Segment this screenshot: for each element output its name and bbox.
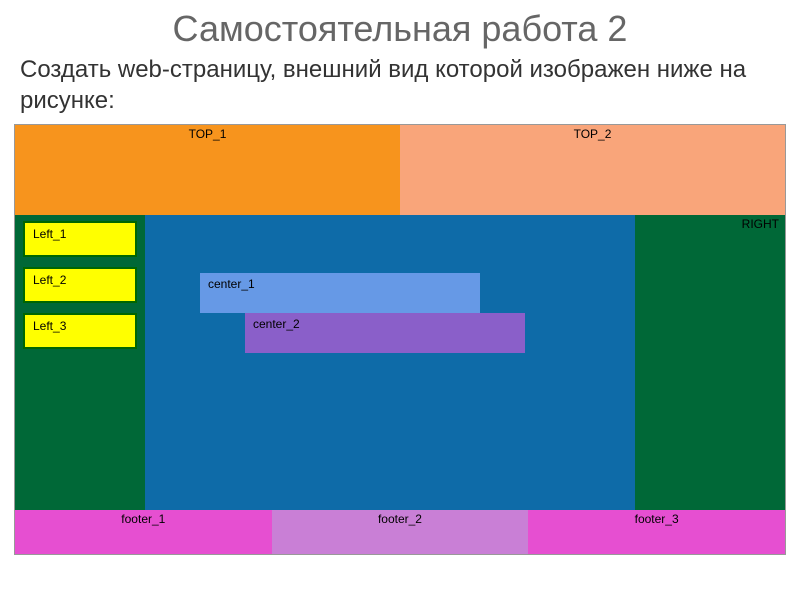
left-item-3: Left_3: [23, 313, 137, 349]
center-block-1: center_1: [200, 273, 480, 313]
top-row: TOP_1 TOP_2: [15, 125, 785, 215]
middle-row: Left_1 Left_2 Left_3 center_1 center_2 R…: [15, 215, 785, 510]
top-cell-2: TOP_2: [400, 125, 785, 215]
left-item-1: Left_1: [23, 221, 137, 257]
right-panel: RIGHT: [635, 215, 785, 510]
center-panel: center_1 center_2: [145, 215, 635, 510]
page-title: Самостоятельная работа 2: [0, 0, 800, 54]
left-panel: Left_1 Left_2 Left_3: [15, 215, 145, 510]
left-item-2: Left_2: [23, 267, 137, 303]
footer-cell-2: footer_2: [272, 510, 529, 554]
layout-diagram: TOP_1 TOP_2 Left_1 Left_2 Left_3 center_…: [14, 124, 786, 555]
top-cell-1: TOP_1: [15, 125, 400, 215]
page-subtitle: Создать web-страницу, внешний вид которо…: [0, 54, 800, 124]
footer-cell-1: footer_1: [15, 510, 272, 554]
footer-cell-3: footer_3: [528, 510, 785, 554]
center-block-2: center_2: [245, 313, 525, 353]
footer-row: footer_1 footer_2 footer_3: [15, 510, 785, 554]
